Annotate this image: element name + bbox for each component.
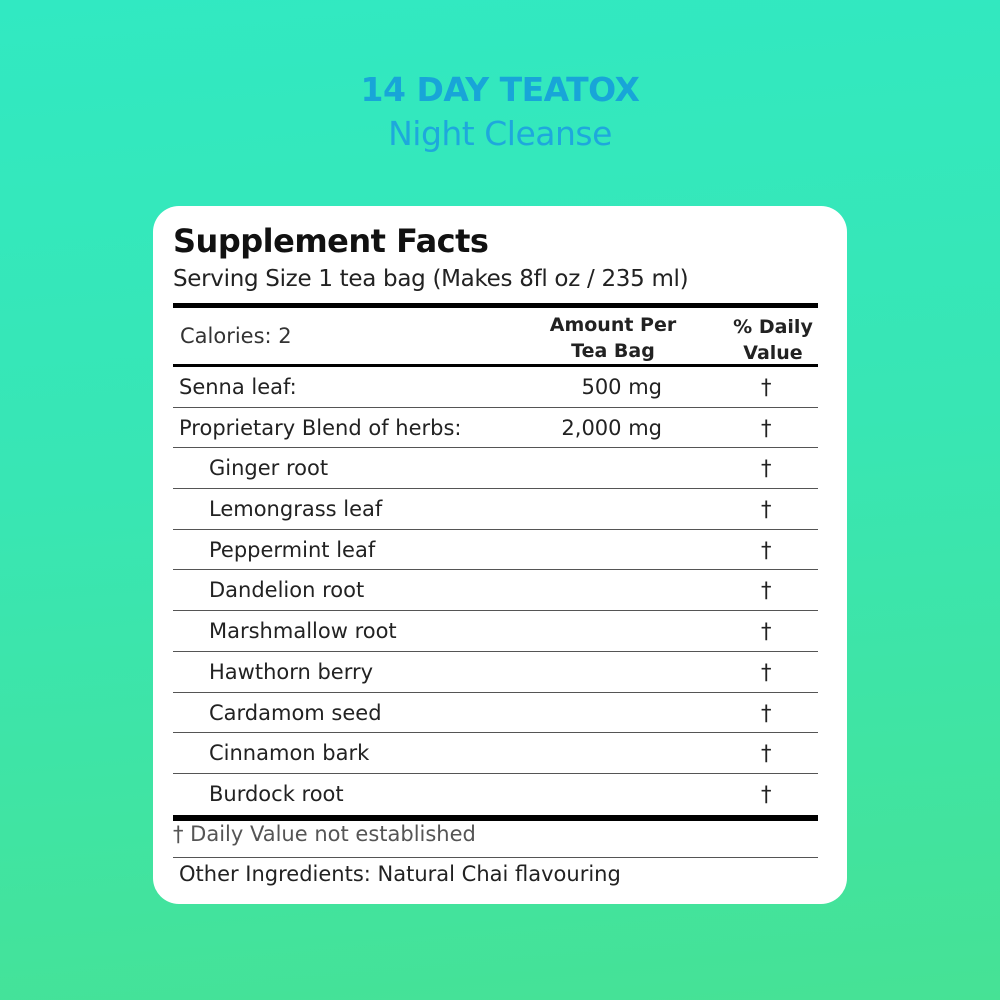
table-row: Burdock root † [173,774,818,815]
table-row: Senna leaf: 500 mg † [173,367,818,408]
table-row: Cinnamon bark † [173,733,818,774]
table-row: Peppermint leaf † [173,530,818,571]
daily-value: † [761,537,772,562]
ingredient-name: Burdock root [209,781,344,806]
divider-thick [173,303,818,308]
daily-value: † [761,578,772,603]
table-row: Dandelion root † [173,570,818,612]
ingredient-name: Lemongrass leaf [209,497,383,522]
ingredient-name: Ginger root [209,456,329,481]
daily-value: † [761,781,772,806]
supplement-facts-card: Supplement Facts Serving Size 1 tea bag … [153,206,847,904]
divider-header [173,364,818,367]
daily-value: † [761,456,772,481]
serving-size: Serving Size 1 tea bag (Makes 8fl oz / 2… [173,266,689,292]
column-header-amount: Amount Per Tea Bag [549,314,677,362]
ingredient-name: Cinnamon bark [209,741,370,766]
ingredient-amount: 500 mg [581,375,662,399]
ingredient-name: Cardamom seed [209,700,382,725]
ingredient-name: Peppermint leaf [209,537,376,562]
daily-value: † [761,415,772,440]
ingredient-name: Marshmallow root [209,619,397,644]
table-row: Cardamom seed † [173,693,818,734]
daily-value: † [761,700,772,725]
table-row: Ginger root † [173,448,818,490]
ingredient-amount: 2,000 mg [561,415,662,440]
footnote: † Daily Value not established [173,822,476,846]
calories: Calories: 2 [180,324,292,348]
daily-value: † [761,497,772,522]
facts-title: Supplement Facts [173,222,489,260]
table-row: Lemongrass leaf † [173,489,818,530]
table-row: Marshmallow root † [173,611,818,652]
ingredient-name: Dandelion root [209,578,365,603]
brand-subtitle: Night Cleanse [388,114,612,153]
other-ingredients: Other Ingredients: Natural Chai flavouri… [179,862,621,886]
ingredient-name: Hawthorn berry [209,659,374,684]
daily-value: † [761,659,772,684]
ingredient-name: Proprietary Blend of herbs: [179,415,462,440]
table-row: Hawthorn berry † [173,652,818,693]
divider-thin [173,857,818,858]
brand-title: 14 DAY TEATOX [360,70,640,109]
table-row: Proprietary Blend of herbs: 2,000 mg † [173,408,818,449]
daily-value: † [761,741,772,766]
ingredient-name: Senna leaf: [179,375,297,399]
daily-value: † [761,375,772,399]
daily-value: † [761,619,772,644]
column-header-daily-value: % Daily Value [733,316,813,364]
ingredient-table: Senna leaf: 500 mg † Proprietary Blend of h… [173,367,818,815]
divider-thick [173,815,818,821]
